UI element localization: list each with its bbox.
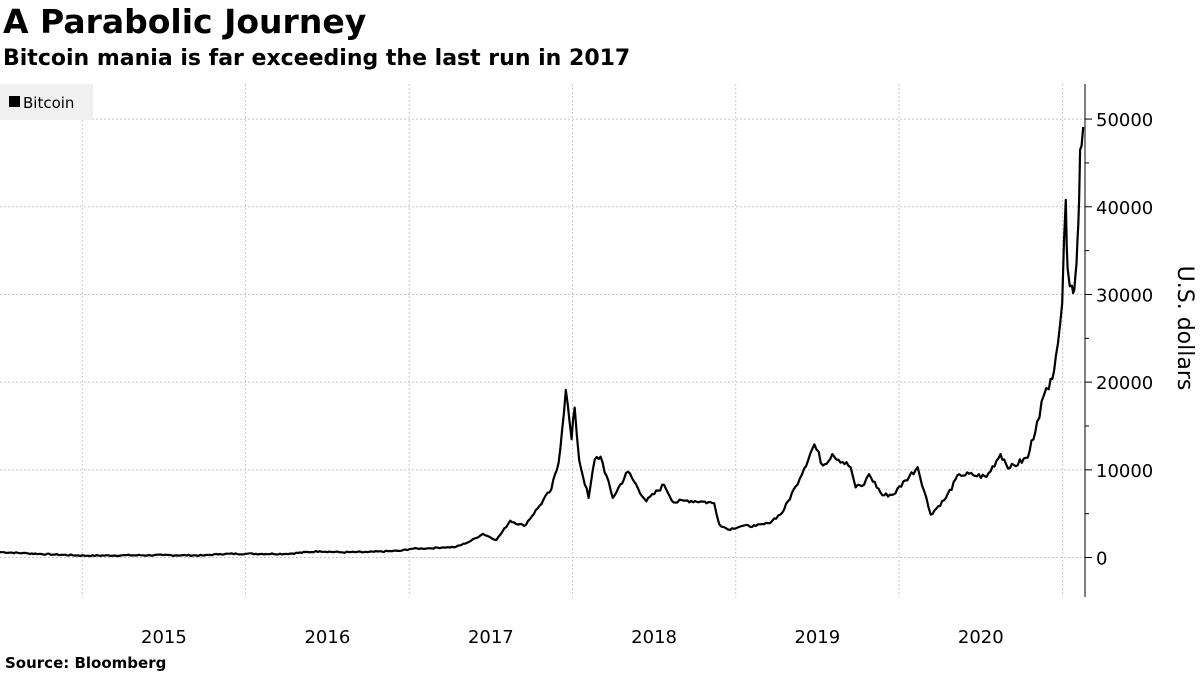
y-tick-label-50000: 50000 xyxy=(1096,110,1153,131)
x-tick-label-2018: 2018 xyxy=(631,627,677,648)
y-tick-label-10000: 10000 xyxy=(1096,461,1153,482)
x-axis-ticks: 2015 2016 2017 2018 2019 2020 xyxy=(141,627,1004,648)
x-tick-label-2017: 2017 xyxy=(468,627,514,648)
series-line-bitcoin xyxy=(0,126,1085,558)
y-tick-label-30000: 30000 xyxy=(1096,285,1153,306)
y-tick-label-40000: 40000 xyxy=(1096,198,1153,219)
chart-title: A Parabolic Journey xyxy=(3,2,367,41)
legend: Bitcoin xyxy=(0,84,93,120)
x-tick-label-2019: 2019 xyxy=(794,627,840,648)
source-note: Source: Bloomberg xyxy=(5,654,167,672)
y-tick-label-20000: 20000 xyxy=(1096,373,1153,394)
y-axis-label: U.S. dollars xyxy=(1172,266,1197,391)
horizontal-gridlines xyxy=(0,118,1085,559)
legend-swatch-bitcoin xyxy=(9,96,20,107)
legend-label-bitcoin: Bitcoin xyxy=(23,94,74,112)
x-tick-label-2020: 2020 xyxy=(958,627,1004,648)
chart-subtitle: Bitcoin mania is far exceeding the last … xyxy=(3,46,631,71)
x-tick-label-2015: 2015 xyxy=(141,627,187,648)
y-tick-label-0: 0 xyxy=(1096,549,1107,570)
y-axis-ticks: 0 10000 20000 30000 40000 50000 xyxy=(1085,110,1153,570)
vertical-gridlines xyxy=(81,84,1064,597)
x-tick-label-2016: 2016 xyxy=(304,627,350,648)
